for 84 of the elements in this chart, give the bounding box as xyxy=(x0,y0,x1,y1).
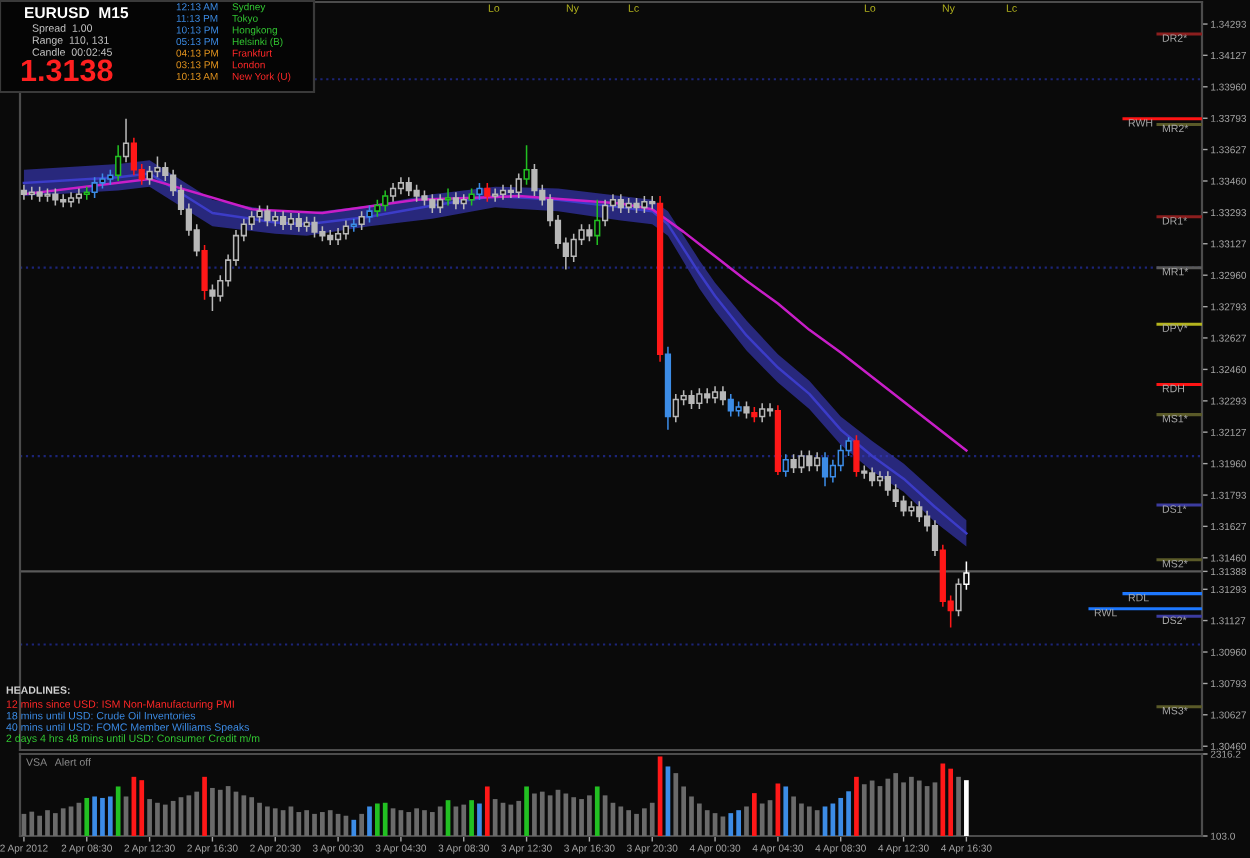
candlestick xyxy=(444,187,452,207)
candlestick xyxy=(279,210,287,231)
line-series xyxy=(22,177,968,452)
candlestick xyxy=(264,204,271,227)
candlestick xyxy=(672,393,679,423)
candlestick xyxy=(382,189,389,212)
candlestick xyxy=(719,385,727,406)
candlestick xyxy=(358,210,365,231)
candlestick xyxy=(256,204,263,224)
candlestick xyxy=(99,172,106,190)
candlestick xyxy=(908,500,915,518)
annotation: 1.3138 xyxy=(21,59,113,82)
candlestick xyxy=(397,176,405,195)
candlestick xyxy=(641,195,648,214)
candlestick xyxy=(67,191,75,209)
candlestick xyxy=(790,453,797,474)
candlestick xyxy=(20,183,28,201)
candlestick xyxy=(295,212,302,233)
candlestick xyxy=(272,210,279,227)
candlestick xyxy=(334,227,342,246)
candlestick xyxy=(492,187,499,203)
candlestick xyxy=(36,185,43,203)
candlestick xyxy=(484,182,491,203)
candlestick xyxy=(531,163,538,197)
candlestick xyxy=(782,453,789,478)
candlestick xyxy=(209,283,216,312)
candlestick xyxy=(633,197,640,214)
candlestick xyxy=(350,217,357,233)
candlestick xyxy=(759,402,766,423)
candlestick xyxy=(727,393,734,418)
candlestick xyxy=(931,519,939,557)
candlestick xyxy=(861,464,868,480)
candlestick xyxy=(814,451,821,472)
candlestick xyxy=(468,187,475,207)
candlestick xyxy=(389,182,397,203)
candlestick xyxy=(617,193,624,214)
candlestick xyxy=(751,406,758,423)
candlestick xyxy=(405,176,412,197)
candlestick xyxy=(594,199,601,246)
candlestick xyxy=(303,216,310,233)
candlestick xyxy=(586,223,593,243)
candlestick xyxy=(476,182,483,201)
candlestick xyxy=(311,216,318,239)
candlestick xyxy=(366,204,373,224)
candlestick xyxy=(287,212,295,231)
candlestick xyxy=(743,400,750,420)
candlestick xyxy=(130,136,138,177)
candlestick xyxy=(656,195,664,363)
candlestick xyxy=(735,400,742,418)
candlestick xyxy=(452,191,460,211)
candlestick xyxy=(625,197,632,214)
candlestick xyxy=(201,244,208,301)
candlestick xyxy=(437,193,444,214)
candlestick xyxy=(649,195,656,211)
candlestick xyxy=(696,387,703,410)
candlestick xyxy=(869,466,876,487)
candlestick xyxy=(319,225,326,243)
candlestick xyxy=(154,155,161,178)
candlestick xyxy=(429,193,436,214)
candlestick xyxy=(664,346,672,431)
candlestick xyxy=(916,500,923,523)
candlestick xyxy=(766,402,774,418)
candlestick xyxy=(570,232,577,263)
candlestick xyxy=(499,183,507,201)
candlestick xyxy=(413,183,420,203)
candlestick xyxy=(91,176,98,199)
candlestick xyxy=(342,219,350,241)
candlestick xyxy=(806,449,813,472)
candlestick xyxy=(774,404,782,476)
candlestick xyxy=(44,187,51,203)
candlestick xyxy=(798,449,805,474)
candlestick xyxy=(711,385,719,405)
candlestick xyxy=(688,389,695,410)
candlestick xyxy=(460,193,467,211)
candlestick xyxy=(28,185,35,201)
candlestick xyxy=(853,434,860,478)
candlestick xyxy=(704,387,711,405)
candlestick xyxy=(75,187,83,205)
candlestick xyxy=(52,187,59,207)
candlestick xyxy=(421,189,428,207)
candlestick xyxy=(83,185,90,201)
candlestick xyxy=(821,451,829,487)
candlestick xyxy=(60,193,67,209)
candlestick xyxy=(327,229,334,246)
